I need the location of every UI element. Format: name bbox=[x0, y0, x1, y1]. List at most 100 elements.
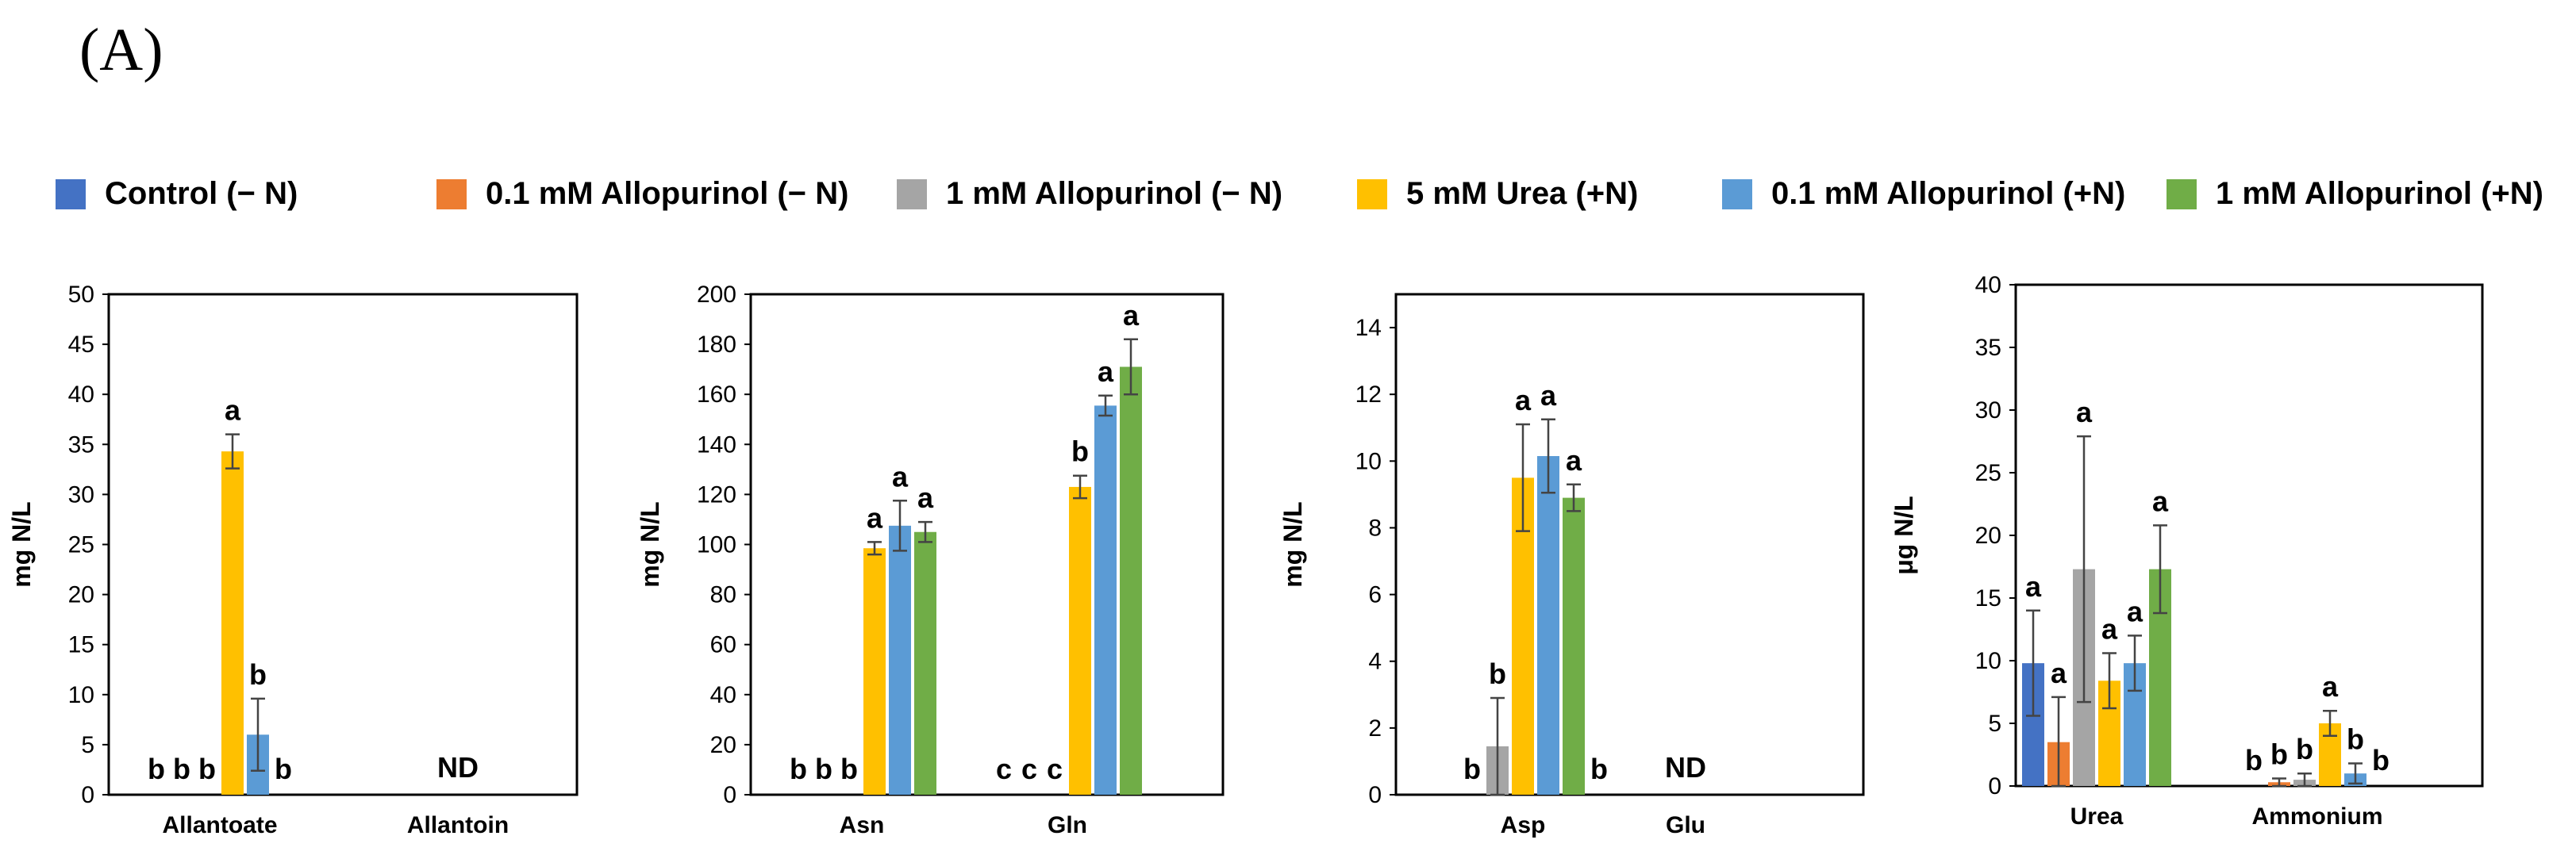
significance-letter: b bbox=[2372, 744, 2390, 776]
significance-letter: b bbox=[173, 753, 190, 785]
significance-letter: b bbox=[815, 753, 832, 785]
legend-swatch bbox=[1722, 178, 1752, 209]
y-tick-label: 160 bbox=[697, 381, 736, 408]
significance-letter: c bbox=[1021, 753, 1037, 785]
y-tick-label: 5 bbox=[1988, 711, 2001, 737]
legend-label: 0.1 mM Allopurinol (+N) bbox=[1771, 176, 2126, 211]
y-tick-label: 80 bbox=[710, 582, 736, 608]
significance-letter: b bbox=[198, 753, 216, 785]
legend-swatch bbox=[56, 178, 86, 209]
y-tick-label: 35 bbox=[68, 431, 94, 458]
x-category-label: Asn bbox=[840, 812, 885, 838]
y-tick-label: 100 bbox=[697, 532, 736, 558]
x-category-label: Ammonium bbox=[2252, 803, 2383, 830]
y-tick-label: 0 bbox=[81, 782, 94, 808]
y-tick-label: 40 bbox=[710, 682, 736, 708]
legend-label: Control (− N) bbox=[105, 176, 298, 211]
y-tick-label: 40 bbox=[68, 381, 94, 408]
significance-letter: a bbox=[2322, 670, 2339, 703]
significance-letter: b bbox=[1071, 435, 1089, 468]
significance-letter: a bbox=[1540, 379, 1557, 412]
y-axis-label: mg N/L bbox=[7, 501, 36, 587]
y-tick-label: 0 bbox=[1368, 782, 1382, 808]
significance-letter: b bbox=[275, 753, 292, 785]
significance-letter: b bbox=[2270, 738, 2288, 771]
significance-letter: a bbox=[2076, 396, 2093, 428]
significance-letter: a bbox=[867, 501, 883, 534]
plot-frame bbox=[107, 293, 579, 796]
bar bbox=[221, 451, 244, 795]
y-tick-label: 180 bbox=[697, 332, 736, 358]
significance-letter: b bbox=[2245, 744, 2263, 776]
y-tick-label: 35 bbox=[1975, 335, 2001, 361]
y-tick-label: 60 bbox=[710, 632, 736, 658]
significance-letter: a bbox=[2127, 595, 2143, 627]
y-tick-label: 0 bbox=[1988, 773, 2001, 799]
y-tick-label: 15 bbox=[1975, 585, 2001, 612]
legend-item: 5 mM Urea (+N) bbox=[1357, 176, 1638, 212]
bar bbox=[1069, 486, 1091, 795]
legend-label: 5 mM Urea (+N) bbox=[1406, 176, 1639, 211]
y-tick-label: 120 bbox=[697, 481, 736, 508]
y-tick-label: 20 bbox=[68, 582, 94, 608]
bar bbox=[1094, 405, 1117, 795]
bar bbox=[1120, 366, 1142, 795]
significance-letter: b bbox=[1463, 753, 1481, 785]
legend-label: 0.1 mM Allopurinol (− N) bbox=[486, 176, 849, 211]
y-tick-label: 2 bbox=[1368, 715, 1382, 742]
bar bbox=[1537, 456, 1559, 795]
y-tick-label: 30 bbox=[1975, 397, 2001, 424]
significance-letter: b bbox=[840, 753, 858, 785]
bar bbox=[914, 531, 936, 795]
x-category-label: Allantoate bbox=[162, 812, 277, 838]
y-tick-label: 12 bbox=[1355, 381, 1382, 408]
y-tick-label: 15 bbox=[68, 632, 94, 658]
nd-label: ND bbox=[437, 751, 479, 784]
significance-letter: b bbox=[790, 753, 807, 785]
legend-item: Control (− N) bbox=[56, 176, 298, 212]
legend-swatch bbox=[897, 178, 927, 209]
y-tick-label: 25 bbox=[68, 532, 94, 558]
significance-letter: b bbox=[148, 753, 165, 785]
significance-letter: a bbox=[1098, 355, 1114, 388]
y-tick-label: 140 bbox=[697, 431, 736, 458]
y-tick-label: 25 bbox=[1975, 460, 2001, 486]
y-tick-label: 10 bbox=[68, 682, 94, 708]
y-tick-label: 6 bbox=[1368, 582, 1382, 608]
legend-label: 1 mM Allopurinol (+N) bbox=[2216, 176, 2543, 211]
legend-item: 0.1 mM Allopurinol (− N) bbox=[436, 176, 848, 212]
legend-item: 1 mM Allopurinol (− N) bbox=[897, 176, 1282, 212]
legend-swatch bbox=[2167, 178, 2197, 209]
y-tick-label: 30 bbox=[68, 481, 94, 508]
y-tick-label: 4 bbox=[1368, 649, 1382, 675]
legend-swatch bbox=[1357, 178, 1387, 209]
y-tick-label: 45 bbox=[68, 332, 94, 358]
y-tick-label: 10 bbox=[1355, 448, 1382, 474]
significance-letter: a bbox=[917, 481, 934, 514]
y-tick-label: 10 bbox=[1975, 648, 2001, 674]
y-axis-label: μg N/L bbox=[1890, 496, 1918, 575]
significance-letter: b bbox=[249, 658, 267, 691]
nd-label: ND bbox=[1665, 751, 1706, 784]
y-tick-label: 20 bbox=[710, 732, 736, 758]
significance-letter: b bbox=[1590, 753, 1608, 785]
plot-frame bbox=[1394, 293, 1865, 796]
legend: Control (− N) 0.1 mM Allopurinol (− N) 1 m… bbox=[56, 176, 2576, 224]
significance-letter: c bbox=[1047, 753, 1063, 785]
significance-letter: b bbox=[2347, 723, 2364, 756]
significance-letter: a bbox=[2152, 485, 2169, 517]
y-tick-label: 40 bbox=[1975, 272, 2001, 298]
significance-letter: a bbox=[892, 460, 909, 493]
significance-letter: c bbox=[996, 753, 1012, 785]
legend-item: 0.1 mM Allopurinol (+N) bbox=[1722, 176, 2125, 212]
x-category-label: Glu bbox=[1666, 812, 1705, 838]
y-tick-label: 200 bbox=[697, 282, 736, 308]
significance-letter: a bbox=[1123, 299, 1140, 332]
plot-frame bbox=[749, 293, 1225, 796]
bar bbox=[1563, 497, 1585, 795]
y-tick-label: 50 bbox=[68, 282, 94, 308]
y-tick-label: 14 bbox=[1355, 315, 1382, 341]
x-category-label: Asp bbox=[1501, 812, 1546, 838]
significance-letter: a bbox=[1566, 444, 1582, 477]
significance-letter: a bbox=[2101, 613, 2118, 646]
